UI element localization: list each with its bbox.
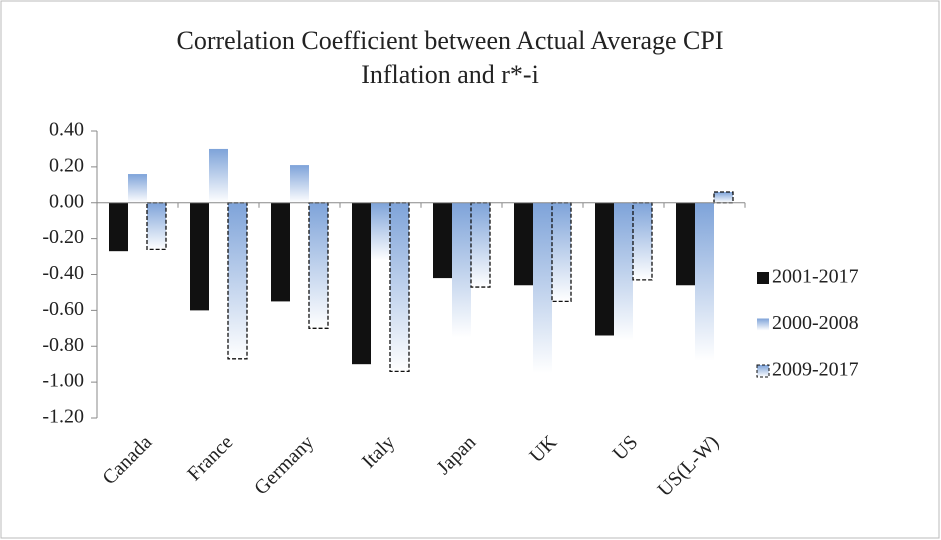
bar <box>632 202 653 281</box>
bar <box>109 202 128 252</box>
bar <box>676 202 695 286</box>
x-tick-label: US(L-W) <box>654 431 724 501</box>
bar <box>209 148 228 203</box>
x-tick-label: Germany <box>250 431 318 499</box>
y-tick-label: -1.20 <box>42 406 84 428</box>
x-tick-label: France <box>183 431 237 485</box>
x-tick-label: US <box>609 431 643 465</box>
bar <box>614 202 633 341</box>
x-tick-label: Canada <box>98 431 156 489</box>
x-tick-label: Japan <box>433 431 481 479</box>
y-tick-label: -0.60 <box>42 298 84 320</box>
legend-label: 2001-2017 <box>772 266 859 288</box>
legend-swatch <box>756 364 770 378</box>
bar <box>595 202 614 336</box>
bar <box>290 165 309 203</box>
bar <box>470 202 491 288</box>
y-tick-label: 0.00 <box>49 190 84 212</box>
y-tick-label: -1.00 <box>42 370 84 392</box>
bar <box>695 202 714 361</box>
y-tick-label: 0.40 <box>49 119 84 141</box>
y-tick-label: 0.20 <box>49 154 84 176</box>
legend-swatch <box>757 318 769 331</box>
bar <box>551 202 572 303</box>
legend-swatch <box>757 272 769 284</box>
legend-label: 2009-2017 <box>772 359 859 381</box>
chart-title: Correlation Coefficient between Actual A… <box>176 26 724 89</box>
bar <box>533 202 552 374</box>
bar <box>713 191 734 204</box>
x-tick-label: UK <box>525 431 561 467</box>
y-tick-label: -0.40 <box>42 262 84 284</box>
bar <box>146 202 167 251</box>
bar <box>190 202 209 311</box>
bar <box>514 202 533 286</box>
bar <box>371 202 390 261</box>
bar <box>352 202 371 365</box>
bar <box>227 202 248 360</box>
legend-label: 2000-2008 <box>772 312 859 334</box>
y-tick-label: -0.80 <box>42 334 84 356</box>
bar <box>389 202 410 373</box>
bar <box>433 202 452 279</box>
bar <box>271 202 290 302</box>
bar <box>452 202 471 338</box>
y-tick-label: -0.20 <box>42 226 84 248</box>
x-tick-label: Italy <box>358 431 399 472</box>
bar <box>128 174 147 203</box>
bar <box>308 202 329 329</box>
